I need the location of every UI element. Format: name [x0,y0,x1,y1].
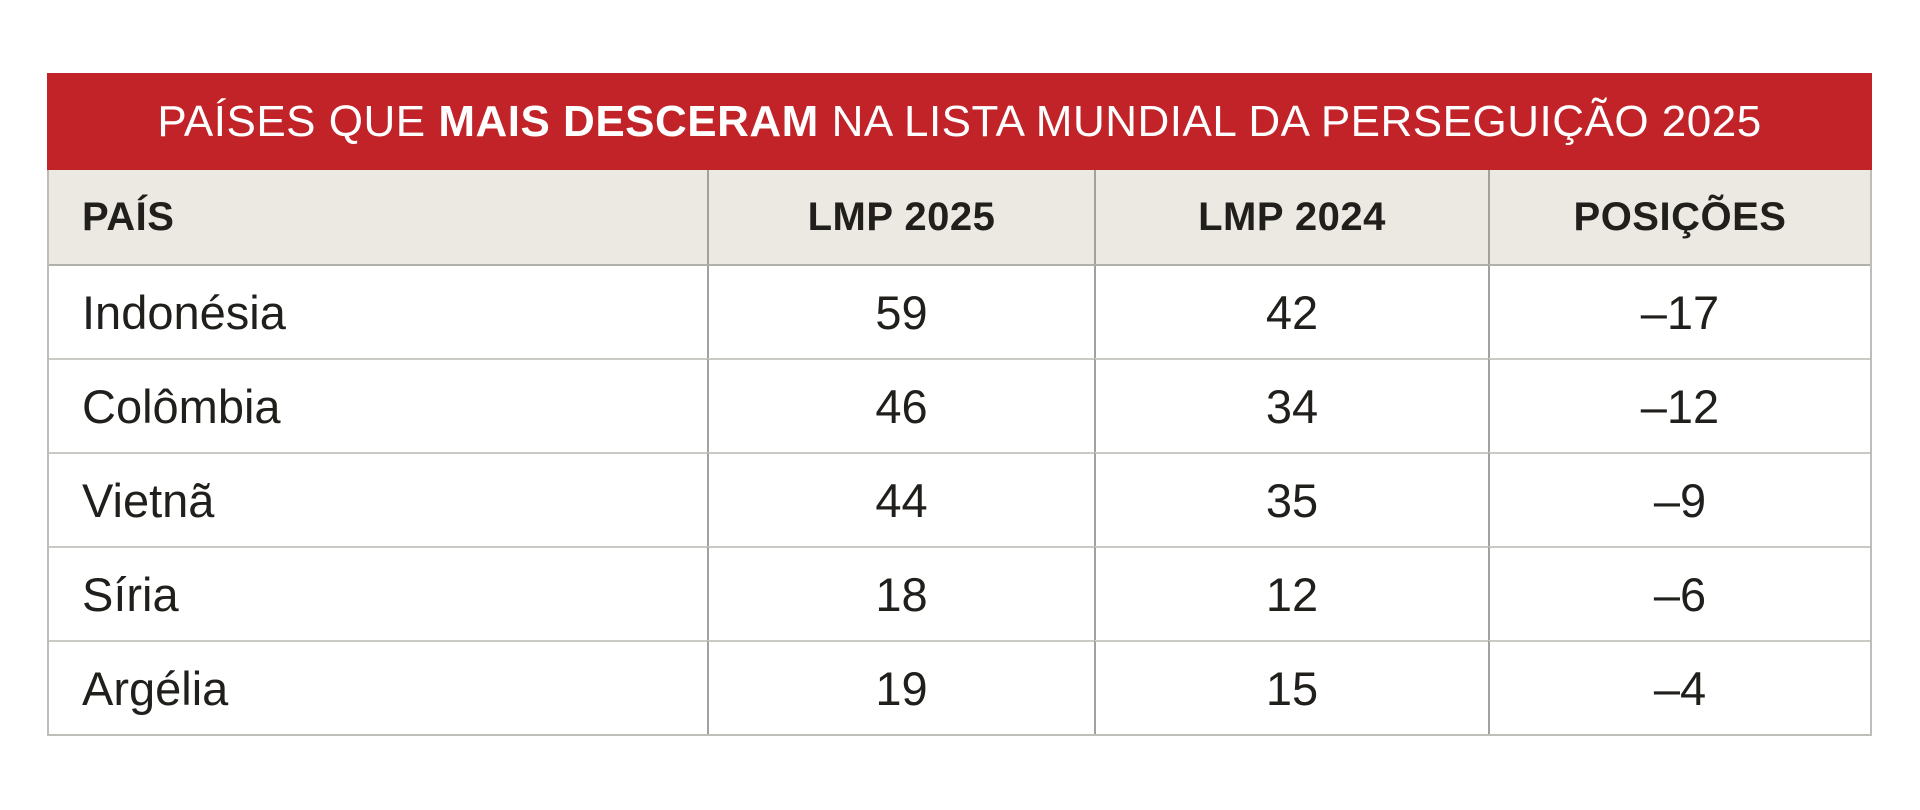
cell-country: Vietnã [49,452,707,546]
cell-lmp-2025: 46 [707,358,1094,452]
cell-country: Colômbia [49,358,707,452]
cell-positions: –6 [1488,546,1870,640]
cell-lmp-2024: 15 [1094,640,1488,734]
column-header-pais: PAÍS [49,170,707,264]
cell-lmp-2024: 34 [1094,358,1488,452]
cell-positions: –4 [1488,640,1870,734]
title-emphasis: MAIS DESCERAM [438,96,819,146]
cell-lmp-2025: 59 [707,264,1094,358]
cell-lmp-2025: 18 [707,546,1094,640]
cell-lmp-2024: 42 [1094,264,1488,358]
table-title-band: PAÍSES QUE MAIS DESCERAM NA LISTA MUNDIA… [47,73,1872,170]
column-header-posicoes: POSIÇÕES [1488,170,1870,264]
column-header-lmp-2025: LMP 2025 [707,170,1094,264]
cell-lmp-2024: 12 [1094,546,1488,640]
column-header-lmp-2024: LMP 2024 [1094,170,1488,264]
persecution-drop-table: PAÍSES QUE MAIS DESCERAM NA LISTA MUNDIA… [47,73,1872,736]
cell-country: Indonésia [49,264,707,358]
title-suffix: NA LISTA MUNDIAL DA PERSEGUIÇÃO 2025 [818,96,1762,146]
cell-lmp-2025: 44 [707,452,1094,546]
cell-positions: –17 [1488,264,1870,358]
cell-country: Argélia [49,640,707,734]
cell-lmp-2024: 35 [1094,452,1488,546]
title-prefix: PAÍSES QUE [157,96,439,146]
cell-positions: –9 [1488,452,1870,546]
cell-country: Síria [49,546,707,640]
data-table: PAÍS LMP 2025 LMP 2024 POSIÇÕES Indonési… [47,170,1872,736]
cell-lmp-2025: 19 [707,640,1094,734]
cell-positions: –12 [1488,358,1870,452]
